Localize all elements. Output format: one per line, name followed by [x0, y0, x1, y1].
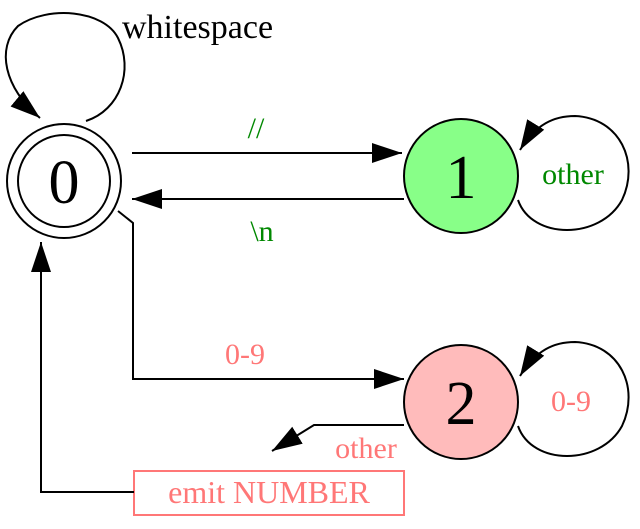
number-other-label: other [335, 432, 397, 465]
state-1: 1 [403, 118, 519, 234]
whitespace-loop-arrow [4, 12, 126, 122]
comment-start-label: // [248, 112, 265, 145]
emit-number-label: emit NUMBER [168, 474, 370, 510]
digit-loop-label: 0-9 [551, 385, 591, 418]
state-2-label: 2 [446, 370, 477, 438]
newline-label: \n [250, 215, 273, 248]
state-0: 0 [6, 123, 122, 239]
digit-start-arrow [117, 210, 404, 389]
state-1-label: 1 [446, 144, 477, 212]
comment-other-loop-arrow [517, 114, 630, 231]
state-2: 2 [403, 344, 519, 460]
comment-other-label: other [542, 158, 604, 191]
whitespace-label: whitespace [122, 9, 273, 46]
state-0-label: 0 [49, 149, 80, 217]
return-to-start-arrow [31, 242, 134, 493]
number-other-arrow [271, 424, 404, 452]
emit-number-action: emit NUMBER [133, 470, 405, 516]
digit-loop-arrow [517, 340, 630, 457]
digit-start-label: 0-9 [225, 338, 265, 371]
